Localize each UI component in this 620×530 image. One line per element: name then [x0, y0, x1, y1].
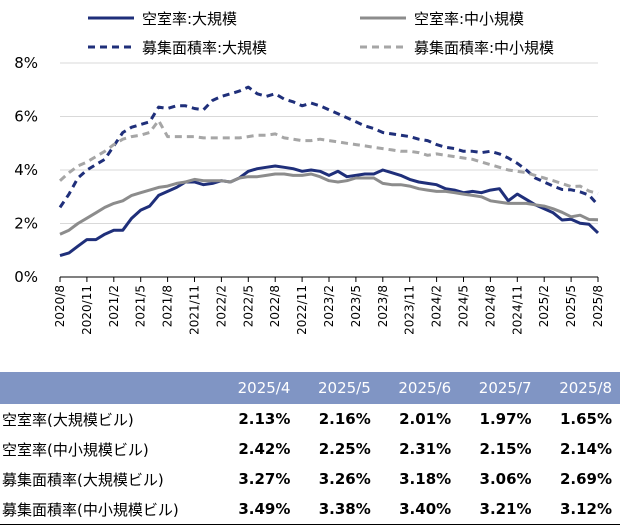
- x-tick-label: 2021/2: [107, 285, 121, 327]
- y-tick-label: 8%: [14, 54, 38, 72]
- table-cell: 2.69%: [559, 470, 612, 488]
- table-row: 募集面積率(中小規模ビル) 3.49% 3.38% 3.40% 3.21% 3.…: [0, 494, 620, 525]
- x-tick-label: 2025/2: [537, 285, 551, 327]
- x-tick-label: 2020/11: [80, 285, 94, 335]
- x-axis-ticks: 2020/8 2020/11 2021/2 2021/5 2021/8 2021/11 20…: [53, 277, 605, 335]
- y-tick-label: 0%: [14, 268, 38, 286]
- table-cell: 3.27%: [238, 470, 291, 488]
- row-label: 空室率(中小規模ビル): [2, 440, 149, 459]
- row-label: 募集面積率(中小規模ビル): [0, 494, 218, 525]
- legend-label: 募集面積率:中小規模: [414, 39, 554, 57]
- table-header: 2025/4: [218, 372, 299, 404]
- y-tick-label: 4%: [14, 161, 38, 179]
- x-tick-label: 2024/5: [457, 285, 471, 327]
- x-tick-label: 2022/5: [241, 285, 255, 327]
- x-tick-label: 2023/5: [349, 285, 363, 327]
- table-corner: [0, 372, 218, 404]
- gridlines: [60, 62, 598, 278]
- series-line-4: [59, 119, 599, 195]
- x-tick-label: 2024/11: [510, 285, 524, 335]
- x-tick-label: 2020/8: [53, 285, 67, 327]
- x-tick-label: 2022/8: [268, 285, 282, 327]
- x-tick-label: 2022/2: [214, 285, 228, 327]
- x-tick-label: 2024/2: [430, 285, 444, 327]
- x-tick-label: 2021/11: [188, 285, 202, 335]
- table-cell: 3.49%: [218, 494, 299, 525]
- legend-label: 募集面積率:大規模: [142, 39, 267, 57]
- table-header: 2025/6: [378, 372, 460, 404]
- y-axis-ticks: 0% 2% 4% 6% 8%: [14, 54, 38, 286]
- table-header: 2025/8: [539, 372, 620, 404]
- table-row: 募集面積率(大規模ビル) 3.27% 3.26% 3.18% 3.06% 2.6…: [0, 464, 620, 494]
- x-tick-label: 2021/8: [161, 285, 175, 327]
- summary-table: 2025/4 2025/5 2025/6 2025/7 2025/8 空室率(大…: [0, 372, 620, 525]
- table-cell: 2.15%: [479, 440, 532, 458]
- legend-label: 空室率:大規模: [142, 10, 237, 28]
- table-cell: 2.31%: [399, 440, 452, 458]
- table-cell: 3.21%: [459, 494, 540, 525]
- table-header-row: 2025/4 2025/5 2025/6 2025/7 2025/8: [0, 372, 620, 404]
- table-row: 空室率(大規模ビル) 2.13% 2.16% 2.01% 1.97% 1.65%: [0, 404, 620, 434]
- x-tick-label: 2023/2: [322, 285, 336, 327]
- table-cell: 1.65%: [559, 410, 612, 428]
- table-row: 空室率(中小規模ビル) 2.42% 2.25% 2.31% 2.15% 2.14…: [0, 434, 620, 464]
- series-lines: [58, 85, 600, 258]
- table-header: 2025/7: [459, 372, 540, 404]
- table-cell: 2.16%: [318, 410, 371, 428]
- legend-label: 空室率:中小規模: [414, 10, 524, 28]
- x-tick-label: 2025/5: [564, 285, 578, 327]
- x-tick-label: 2021/5: [134, 285, 148, 327]
- table-cell: 2.13%: [238, 410, 291, 428]
- x-tick-label: 2023/8: [376, 285, 390, 327]
- table-cell: 3.38%: [298, 494, 379, 525]
- table-cell: 3.12%: [539, 494, 620, 525]
- y-tick-label: 2%: [14, 215, 38, 233]
- table-cell: 3.26%: [318, 470, 371, 488]
- table-cell: 2.42%: [238, 440, 291, 458]
- row-label: 空室率(大規模ビル): [2, 410, 134, 429]
- x-tick-label: 2023/11: [403, 285, 417, 335]
- row-label: 募集面積率(大規模ビル): [2, 470, 164, 489]
- series-line-2: [59, 172, 599, 236]
- table-cell: 2.25%: [318, 440, 371, 458]
- y-tick-label: 6%: [14, 108, 38, 126]
- table-cell: 3.06%: [479, 470, 532, 488]
- table-cell: 2.01%: [399, 410, 452, 428]
- series-line-3: [58, 85, 600, 209]
- x-tick-label: 2022/11: [295, 285, 309, 335]
- x-tick-label: 2024/8: [483, 285, 497, 327]
- table-cell: 3.40%: [378, 494, 460, 525]
- table-cell: 2.14%: [559, 440, 612, 458]
- x-tick-label: 2025/8: [591, 285, 605, 327]
- table-cell: 3.18%: [399, 470, 452, 488]
- table-cell: 1.97%: [479, 410, 532, 428]
- table-header: 2025/5: [298, 372, 379, 404]
- series-line-1: [59, 164, 600, 258]
